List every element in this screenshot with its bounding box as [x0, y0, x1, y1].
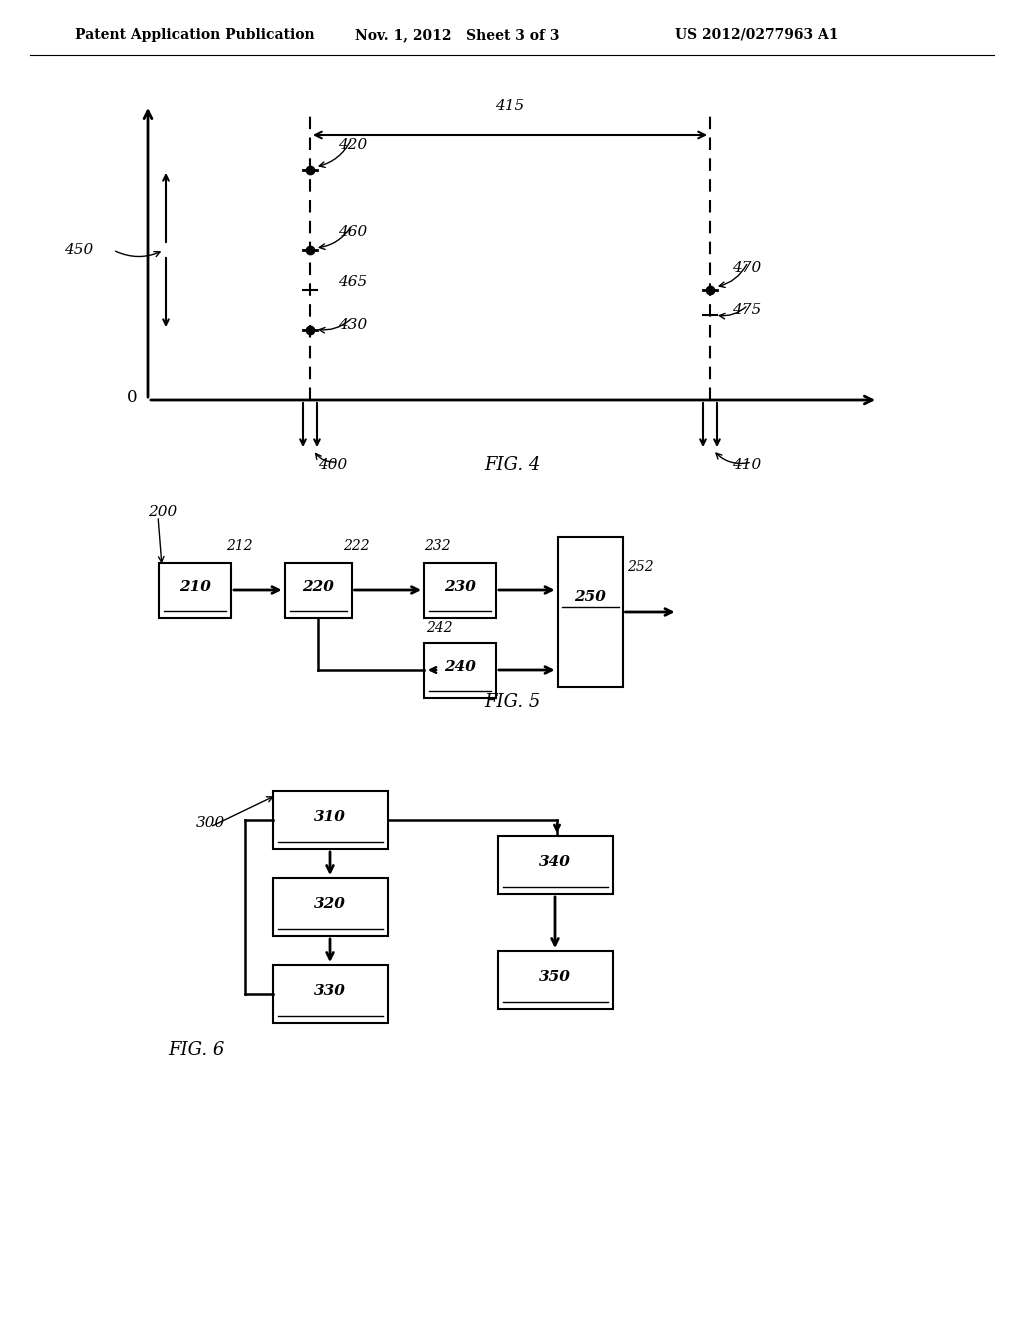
Text: Nov. 1, 2012   Sheet 3 of 3: Nov. 1, 2012 Sheet 3 of 3	[355, 28, 559, 42]
Text: 460: 460	[338, 224, 368, 239]
Text: US 2012/0277963 A1: US 2012/0277963 A1	[675, 28, 839, 42]
Bar	[498, 950, 612, 1008]
Text: 415: 415	[496, 99, 524, 114]
Text: 210: 210	[179, 579, 211, 594]
Text: 430: 430	[338, 318, 368, 333]
Text: 420: 420	[338, 139, 368, 152]
Text: 475: 475	[732, 304, 761, 317]
Bar	[557, 537, 623, 686]
Text: 232: 232	[424, 539, 451, 553]
Text: 212: 212	[226, 539, 253, 553]
Text: 300: 300	[196, 816, 225, 830]
Text: 240: 240	[444, 660, 476, 675]
Text: 242: 242	[426, 620, 453, 635]
Bar	[424, 643, 496, 697]
Text: 222: 222	[343, 539, 370, 553]
Bar	[285, 562, 351, 618]
Text: FIG. 6: FIG. 6	[168, 1041, 224, 1059]
Text: 200: 200	[148, 506, 177, 519]
Text: FIG. 4: FIG. 4	[483, 455, 541, 474]
Bar	[272, 965, 387, 1023]
Text: 252: 252	[628, 560, 654, 574]
Text: 220: 220	[302, 579, 334, 594]
Text: 400: 400	[318, 458, 347, 473]
Text: Patent Application Publication: Patent Application Publication	[75, 28, 314, 42]
Text: 330: 330	[314, 983, 346, 998]
Text: 450: 450	[63, 243, 93, 257]
Text: 350: 350	[539, 970, 571, 983]
Text: 250: 250	[574, 590, 606, 605]
Bar	[498, 836, 612, 894]
Text: 0: 0	[127, 388, 138, 405]
Text: 340: 340	[539, 855, 571, 869]
Text: 310: 310	[314, 810, 346, 824]
Text: 320: 320	[314, 898, 346, 911]
Bar	[272, 791, 387, 849]
Bar	[159, 562, 231, 618]
Bar	[272, 878, 387, 936]
Text: 465: 465	[338, 275, 368, 289]
Text: 410: 410	[732, 458, 761, 473]
Bar	[424, 562, 496, 618]
Text: 230: 230	[444, 579, 476, 594]
Text: FIG. 5: FIG. 5	[483, 693, 541, 711]
Text: 470: 470	[732, 261, 761, 275]
